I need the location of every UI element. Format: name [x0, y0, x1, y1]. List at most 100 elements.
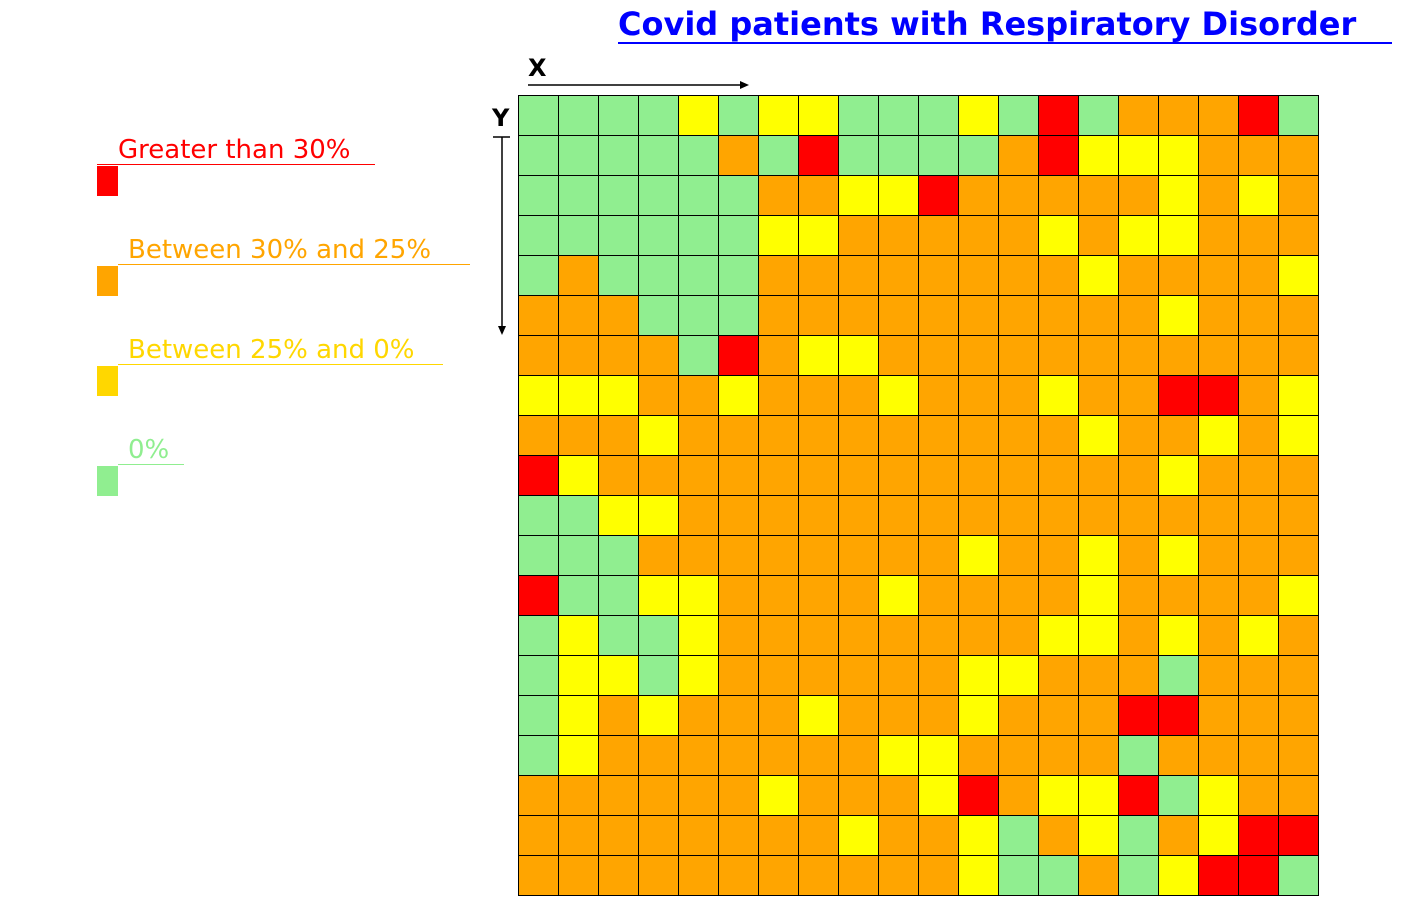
heatmap-cell — [839, 376, 879, 416]
heatmap-cell — [1159, 256, 1199, 296]
heatmap-cell — [639, 456, 679, 496]
heatmap-cell — [759, 576, 799, 616]
heatmap-cell — [959, 176, 999, 216]
heatmap-cell — [1159, 616, 1199, 656]
heatmap-cell — [959, 256, 999, 296]
heatmap-cell — [639, 696, 679, 736]
heatmap-cell — [1039, 656, 1079, 696]
heatmap-cell — [639, 496, 679, 536]
heatmap-cell — [719, 96, 759, 136]
heatmap-cell — [559, 696, 599, 736]
heatmap-cell — [1119, 696, 1159, 736]
heatmap-cell — [999, 376, 1039, 416]
heatmap-cell — [639, 656, 679, 696]
heatmap-cell — [1239, 416, 1279, 456]
heatmap-cell — [1279, 856, 1319, 896]
heatmap-cell — [1239, 696, 1279, 736]
heatmap-cell — [1039, 416, 1079, 456]
heatmap-cell — [799, 576, 839, 616]
heatmap-cell — [719, 816, 759, 856]
heatmap-cell — [879, 536, 919, 576]
heatmap-cell — [959, 216, 999, 256]
heatmap-cell — [719, 736, 759, 776]
heatmap-cell — [719, 496, 759, 536]
heatmap-cell — [1199, 216, 1239, 256]
heatmap-cell — [1199, 496, 1239, 536]
heatmap-cell — [1159, 816, 1199, 856]
heatmap-cell — [599, 576, 639, 616]
heatmap-cell — [1199, 336, 1239, 376]
heatmap-cell — [599, 536, 639, 576]
heatmap-cell — [1079, 216, 1119, 256]
legend-underline — [118, 264, 470, 265]
heatmap-cell — [799, 496, 839, 536]
heatmap-cell — [1199, 176, 1239, 216]
heatmap-cell — [1239, 256, 1279, 296]
heatmap-cell — [1239, 856, 1279, 896]
heatmap-cell — [959, 656, 999, 696]
heatmap-cell — [1079, 416, 1119, 456]
heatmap-cell — [759, 816, 799, 856]
heatmap-cell — [1279, 296, 1319, 336]
heatmap-cell — [1239, 96, 1279, 136]
heatmap-cell — [639, 816, 679, 856]
heatmap-cell — [999, 96, 1039, 136]
heatmap-cell — [1039, 576, 1079, 616]
legend-swatch — [97, 166, 118, 196]
heatmap-cell — [879, 456, 919, 496]
heatmap-cell — [759, 856, 799, 896]
heatmap-cell — [839, 576, 879, 616]
heatmap-cell — [1199, 456, 1239, 496]
heatmap-cell — [1239, 576, 1279, 616]
legend-underline — [118, 464, 184, 465]
heatmap-cell — [1079, 656, 1119, 696]
heatmap-cell — [1159, 176, 1199, 216]
heatmap-cell — [559, 216, 599, 256]
heatmap-cell — [519, 696, 559, 736]
heatmap-cell — [599, 656, 639, 696]
heatmap-cell — [1279, 456, 1319, 496]
heatmap-cell — [799, 136, 839, 176]
heatmap-cell — [639, 376, 679, 416]
heatmap-cell — [879, 216, 919, 256]
heatmap-cell — [1039, 296, 1079, 336]
heatmap-cell — [759, 616, 799, 656]
heatmap-cell — [799, 656, 839, 696]
heatmap-cell — [799, 816, 839, 856]
heatmap-cell — [1119, 536, 1159, 576]
heatmap-cell — [1079, 376, 1119, 416]
heatmap-cell — [799, 376, 839, 416]
heatmap-cell — [839, 336, 879, 376]
heatmap-cell — [799, 536, 839, 576]
heatmap-cell — [919, 256, 959, 296]
heatmap-cell — [599, 776, 639, 816]
heatmap-cell — [1199, 696, 1239, 736]
heatmap-cell — [919, 856, 959, 896]
heatmap-cell — [1199, 136, 1239, 176]
heatmap-cell — [999, 856, 1039, 896]
heatmap-cell — [1079, 576, 1119, 616]
heatmap-cell — [959, 296, 999, 336]
heatmap-cell — [839, 96, 879, 136]
legend-swatch — [97, 366, 118, 396]
heatmap-cell — [799, 776, 839, 816]
heatmap-cell — [959, 736, 999, 776]
heatmap-cell — [599, 416, 639, 456]
heatmap-cell — [719, 776, 759, 816]
heatmap-cell — [719, 296, 759, 336]
heatmap-cell — [559, 96, 599, 136]
heatmap-cell — [1279, 736, 1319, 776]
heatmap-cell — [679, 616, 719, 656]
heatmap-cell — [1159, 856, 1199, 896]
heatmap-cell — [639, 96, 679, 136]
heatmap-cell — [639, 616, 679, 656]
heatmap-cell — [679, 296, 719, 336]
heatmap-cell — [559, 336, 599, 376]
heatmap-cell — [1119, 816, 1159, 856]
heatmap-cell — [1239, 216, 1279, 256]
heatmap-cell — [559, 456, 599, 496]
heatmap-cell — [1039, 736, 1079, 776]
heatmap-cell — [839, 216, 879, 256]
heatmap-cell — [519, 856, 559, 896]
heatmap-cell — [599, 736, 639, 776]
